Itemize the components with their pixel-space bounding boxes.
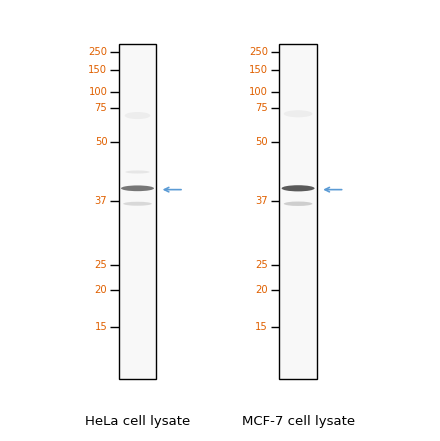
Text: 50: 50 xyxy=(95,137,107,147)
Text: 100: 100 xyxy=(88,87,107,97)
Bar xyxy=(119,44,156,379)
Text: HeLa cell lysate: HeLa cell lysate xyxy=(85,415,190,428)
Ellipse shape xyxy=(284,202,312,206)
Text: 150: 150 xyxy=(88,65,107,75)
Text: MCF-7 cell lysate: MCF-7 cell lysate xyxy=(242,415,355,428)
Text: 25: 25 xyxy=(95,260,107,269)
Ellipse shape xyxy=(125,171,150,173)
Text: 50: 50 xyxy=(255,137,268,147)
Text: 15: 15 xyxy=(95,322,107,332)
Text: 150: 150 xyxy=(249,65,268,75)
Text: 100: 100 xyxy=(249,87,268,97)
Text: 75: 75 xyxy=(255,103,268,113)
Ellipse shape xyxy=(125,112,150,119)
Ellipse shape xyxy=(282,185,315,191)
Text: 15: 15 xyxy=(255,322,268,332)
Bar xyxy=(279,44,317,379)
Text: 25: 25 xyxy=(255,260,268,269)
Text: 75: 75 xyxy=(95,103,107,113)
Ellipse shape xyxy=(284,110,312,117)
Text: 37: 37 xyxy=(95,196,107,206)
Text: 250: 250 xyxy=(249,47,268,57)
Text: 20: 20 xyxy=(255,285,268,295)
Text: 37: 37 xyxy=(255,196,268,206)
Text: 250: 250 xyxy=(88,47,107,57)
Ellipse shape xyxy=(123,202,152,206)
Ellipse shape xyxy=(121,185,154,191)
Text: 20: 20 xyxy=(95,285,107,295)
